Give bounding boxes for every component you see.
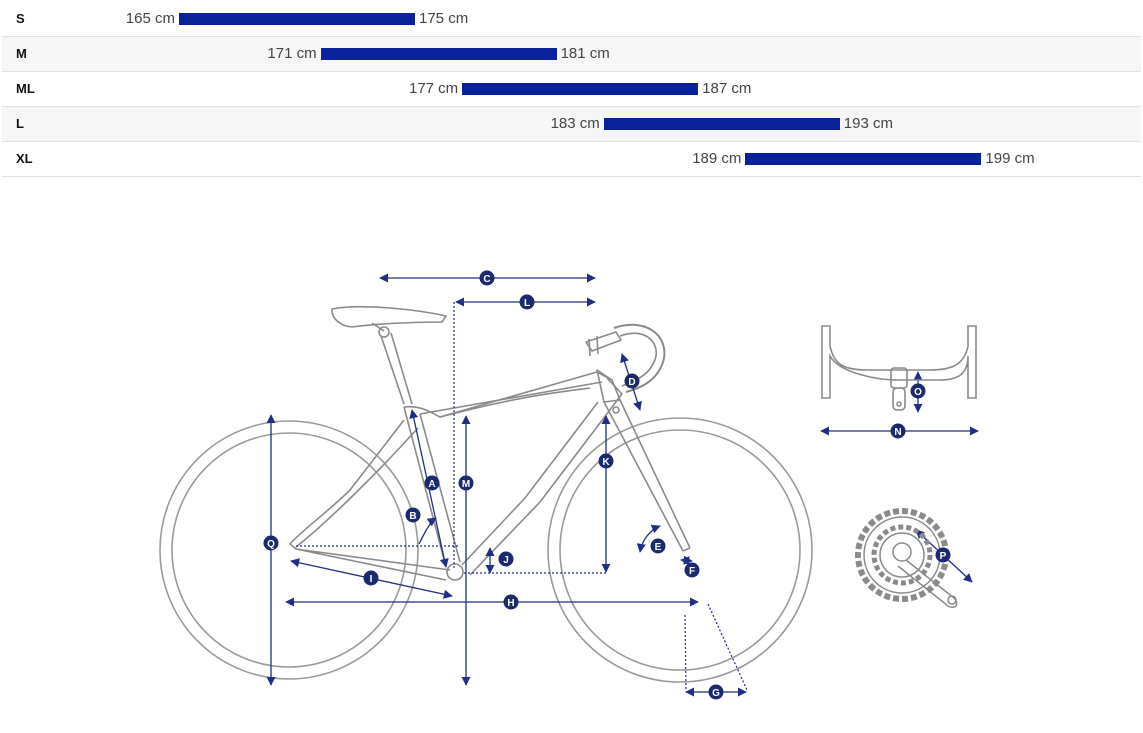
height-range: 177 cm 187 cm xyxy=(409,80,751,98)
badge-o: O xyxy=(910,383,926,399)
svg-text:J: J xyxy=(503,555,509,566)
badge-q: Q xyxy=(263,535,279,551)
height-range: 183 cm 193 cm xyxy=(551,115,893,133)
badge-d: D xyxy=(624,373,640,389)
svg-text:C: C xyxy=(483,274,490,285)
size-chart: S 165 cm 175 cm M 171 cm 181 cm ML 177 c… xyxy=(2,2,1141,177)
badge-c: C xyxy=(479,270,495,286)
badge-g: G xyxy=(708,684,724,700)
badge-b: B xyxy=(405,507,421,523)
size-row-l: L 183 cm 193 cm xyxy=(2,107,1141,142)
badge-h: H xyxy=(503,594,519,610)
svg-text:A: A xyxy=(428,479,435,490)
badge-a: A xyxy=(424,475,440,491)
size-label: M xyxy=(16,46,27,61)
size-row-xl: XL 189 cm 199 cm xyxy=(2,142,1141,177)
svg-text:N: N xyxy=(894,427,901,438)
bike-geometry-diagram: C L D A M K B Q E J F I H G O N P xyxy=(159,270,979,700)
range-bar xyxy=(603,118,840,130)
range-min: 183 cm xyxy=(550,115,600,132)
size-row-ml: ML 177 cm 187 cm xyxy=(2,72,1141,107)
badge-n: N xyxy=(890,423,906,439)
svg-text:O: O xyxy=(914,387,922,398)
svg-text:D: D xyxy=(628,377,635,388)
height-range: 189 cm 199 cm xyxy=(692,150,1034,168)
height-range: 171 cm 181 cm xyxy=(267,45,609,63)
range-min: 177 cm xyxy=(408,80,459,97)
reference-lines xyxy=(296,302,748,691)
svg-text:L: L xyxy=(524,298,530,309)
height-range: 165 cm 175 cm xyxy=(126,10,468,28)
size-label: S xyxy=(16,11,25,26)
svg-text:E: E xyxy=(655,542,662,553)
size-row-s: S 165 cm 175 cm xyxy=(2,2,1141,37)
svg-text:F: F xyxy=(689,566,695,577)
range-max: 187 cm xyxy=(702,80,752,97)
range-max: 193 cm xyxy=(843,115,893,132)
range-bar xyxy=(462,83,699,95)
handlebar-front-view xyxy=(821,325,977,411)
dimension-arrows xyxy=(266,273,979,697)
range-bar xyxy=(745,153,982,165)
range-max: 181 cm xyxy=(560,45,610,62)
range-max: 175 cm xyxy=(419,10,469,27)
range-min: 165 cm xyxy=(125,10,175,27)
rear-wheel xyxy=(159,420,419,680)
svg-text:H: H xyxy=(507,598,514,609)
size-label: ML xyxy=(16,81,35,96)
range-bar xyxy=(179,13,415,25)
badge-j: J xyxy=(498,551,514,567)
dimension-badges: C L D A M K B Q E J F I H G O N P xyxy=(263,270,951,700)
size-label: XL xyxy=(16,151,33,166)
size-row-m: M 171 cm 181 cm xyxy=(2,37,1141,72)
badge-e: E xyxy=(650,538,666,554)
range-min: 189 cm xyxy=(692,150,742,167)
svg-text:Q: Q xyxy=(267,539,275,550)
badge-p: P xyxy=(935,547,951,563)
range-min: 171 cm xyxy=(267,45,317,62)
range-max: 199 cm xyxy=(985,150,1035,167)
svg-text:M: M xyxy=(462,479,470,490)
svg-text:K: K xyxy=(602,457,610,468)
badge-k: K xyxy=(598,453,614,469)
range-bar xyxy=(320,48,557,60)
svg-text:P: P xyxy=(940,551,947,562)
svg-text:G: G xyxy=(712,688,720,699)
size-label: L xyxy=(16,116,24,131)
svg-text:I: I xyxy=(370,574,373,585)
badge-i: I xyxy=(363,570,379,586)
badge-l: L xyxy=(519,294,535,310)
svg-text:B: B xyxy=(409,511,416,522)
badge-f: F xyxy=(684,562,700,578)
badge-m: M xyxy=(458,475,474,491)
front-wheel xyxy=(547,417,813,683)
bike-frame xyxy=(289,305,691,581)
